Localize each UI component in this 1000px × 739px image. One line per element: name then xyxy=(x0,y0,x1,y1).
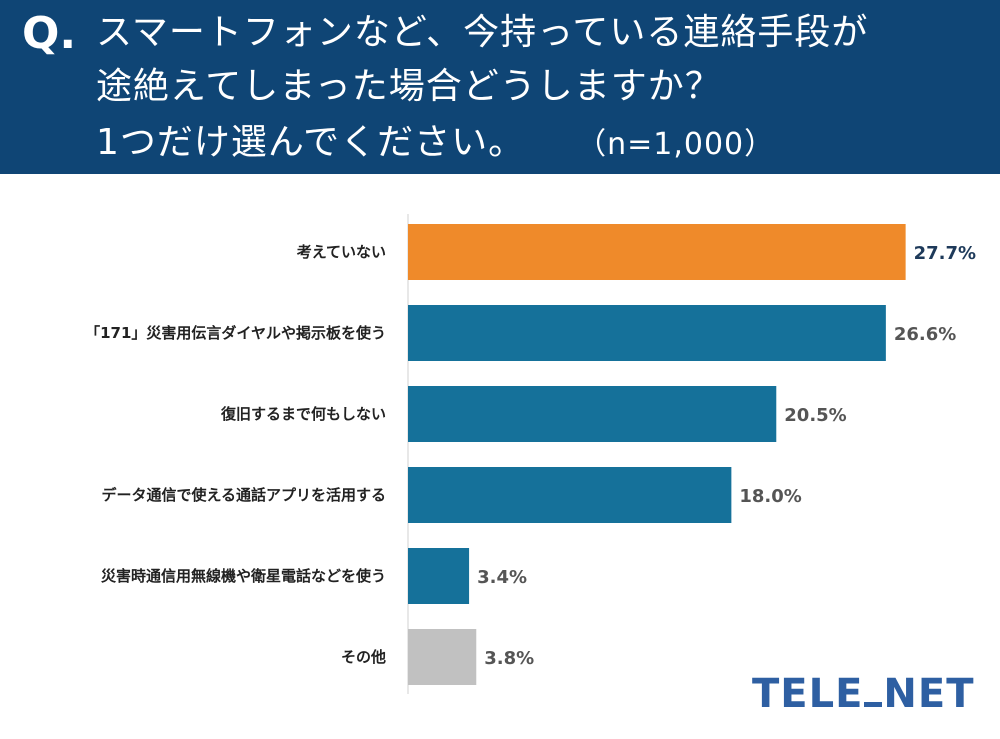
question-header: Q. スマートフォンなど、今持っている連絡手段が 途絶えてしまった場合どうします… xyxy=(0,0,1000,174)
value-label-2: 26.6% xyxy=(894,324,956,345)
value-label-6: 3.8% xyxy=(484,648,534,669)
bar-4 xyxy=(408,467,732,523)
bar-5 xyxy=(408,548,470,604)
value-label-4: 18.0% xyxy=(739,486,801,507)
bar-3 xyxy=(408,386,777,442)
telenet-logo: TELE NET xyxy=(752,672,975,716)
sample-size: （n=1,000） xyxy=(591,127,776,162)
category-label-1: 考えていない xyxy=(297,243,386,261)
category-label-5: 災害時通信用無線機や衛星電話などを使う xyxy=(101,567,386,585)
category-label-6: その他 xyxy=(341,648,386,666)
value-label-5: 3.4% xyxy=(477,567,527,588)
logo-part2: NET xyxy=(883,671,975,717)
logo-part1: TELE xyxy=(752,671,864,717)
bar-6 xyxy=(408,629,477,685)
category-label-4: データ通信で使える通話アプリを活用する xyxy=(101,486,386,504)
question-line-3: 1つだけ選んでください。 （n=1,000） xyxy=(96,120,775,168)
category-label-3: 復旧するまで何もしない xyxy=(220,405,386,423)
question-line-1: スマートフォンなど、今持っている連絡手段が xyxy=(96,12,869,53)
bar-1 xyxy=(408,224,906,280)
logo-underscore xyxy=(864,702,883,707)
bar-2 xyxy=(408,305,886,361)
value-label-3: 20.5% xyxy=(784,405,846,426)
question-mark: Q. xyxy=(22,8,77,59)
bar-group: 考えていない 27.7% 「171」災害用伝言ダイヤルや掲示板を使う 26.6% 復旧す… xyxy=(85,224,976,685)
category-label-2: 「171」災害用伝言ダイヤルや掲示板を使う xyxy=(85,324,386,342)
bar-chart: 考えていない 27.7% 「171」災害用伝言ダイヤルや掲示板を使う 26.6% 復旧す… xyxy=(85,214,976,694)
value-label-1: 27.7% xyxy=(914,243,976,264)
question-line-2: 途絶えてしまった場合どうしますか？ xyxy=(96,66,722,107)
question-line-3-text: 1つだけ選んでください。 xyxy=(96,122,526,163)
